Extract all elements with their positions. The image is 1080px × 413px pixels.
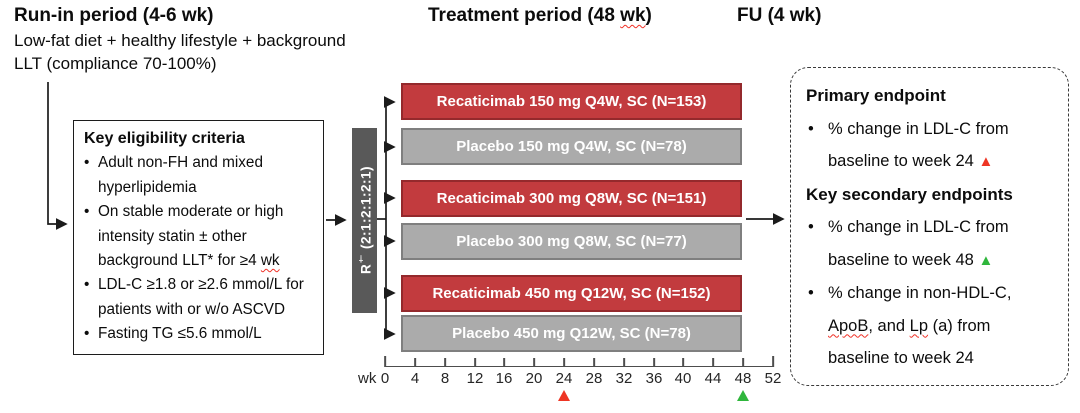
axis-tick bbox=[474, 358, 476, 367]
axis-tick bbox=[563, 358, 565, 367]
randomization-footnote-mark: † bbox=[355, 253, 366, 265]
eligibility-item-4: • Fasting TG ≤5.6 mmol/L bbox=[84, 322, 314, 346]
axis-tick-label: 28 bbox=[585, 370, 603, 387]
treatment-title-close: ) bbox=[645, 5, 652, 26]
axis-tick bbox=[503, 358, 505, 367]
arm-placebo-450-q12w: Placebo 450 mg Q12W, SC (N=78) bbox=[401, 315, 742, 352]
secondary-endpoint-marker-icon bbox=[737, 390, 749, 401]
axis-tick-label: 32 bbox=[615, 370, 633, 387]
axis-tick bbox=[682, 358, 684, 367]
axis-tick-label: 36 bbox=[645, 370, 663, 387]
eligibility-item-1: • Adult non-FH and mixed hyperlipidemia bbox=[84, 151, 314, 200]
axis-unit-label: wk bbox=[358, 370, 377, 387]
secondary-endpoint-item-2: • % change in non-HDL-C, ApoB, and Lp (a)… bbox=[806, 277, 1056, 375]
bullet-icon: • bbox=[808, 284, 814, 302]
secondary-endpoint-2-apob: ApoB bbox=[828, 316, 869, 335]
bullet-icon: • bbox=[84, 325, 90, 343]
primary-endpoint-marker-icon bbox=[558, 390, 570, 401]
secondary-endpoint-2-text-post: (a) from baseline to week 24 bbox=[828, 316, 991, 368]
followup-period-title: FU (4 wk) bbox=[737, 5, 822, 26]
arm-recaticimab-450-q12w: Recaticimab 450 mg Q12W, SC (N=152) bbox=[401, 275, 742, 312]
axis-tick bbox=[623, 358, 625, 367]
axis-tick bbox=[444, 358, 446, 367]
secondary-endpoint-item-1: • % change in LDL-C from baseline to week… bbox=[806, 211, 1056, 277]
treatment-title-wk: wk bbox=[620, 5, 646, 26]
axis-tick bbox=[533, 358, 535, 367]
eligibility-item-2-text: On stable moderate or high intensity sta… bbox=[98, 203, 284, 270]
randomization-bar: R† (2:1:2:1:2:1) bbox=[352, 128, 377, 313]
treatment-title-text: Treatment period (48 bbox=[428, 5, 621, 26]
bullet-icon: • bbox=[84, 203, 90, 221]
eligibility-item-3: • LDL-C ≥1.8 or ≥2.6 mmol/L for patients … bbox=[84, 273, 314, 322]
week-timeline-axis: wk 0 4 8 12 16 20 24 28 32 36 40 44 48 5… bbox=[358, 356, 781, 406]
axis-tick-label: 0 bbox=[380, 370, 390, 387]
eligibility-item-3-text: LDL-C ≥1.8 or ≥2.6 mmol/L for patients w… bbox=[98, 276, 304, 318]
randomization-r: R bbox=[358, 264, 374, 275]
axis-tick bbox=[712, 358, 714, 367]
randomization-ratio: (2:1:2:1:2:1) bbox=[358, 166, 374, 254]
arm-placebo-150-q4w: Placebo 150 mg Q4W, SC (N=78) bbox=[401, 128, 742, 165]
red-triangle-icon: ▲ bbox=[978, 153, 994, 170]
axis-tick-label: 4 bbox=[410, 370, 420, 387]
eligibility-item-2: • On stable moderate or high intensity st… bbox=[84, 200, 314, 273]
secondary-endpoint-2-lp: Lp bbox=[909, 316, 929, 335]
axis-tick-label: 12 bbox=[466, 370, 484, 387]
axis-tick-label: 48 bbox=[734, 370, 752, 387]
eligibility-item-4-text: Fasting TG ≤5.6 mmol/L bbox=[98, 325, 262, 343]
axis-tick bbox=[384, 356, 386, 367]
secondary-endpoint-1-text: % change in LDL-C from baseline to week … bbox=[828, 218, 1009, 269]
axis-tick-label: 20 bbox=[525, 370, 543, 387]
bullet-icon: • bbox=[808, 119, 814, 138]
axis-tick bbox=[772, 356, 774, 367]
randomization-label: R† (2:1:2:1:2:1) bbox=[356, 166, 374, 274]
axis-tick bbox=[742, 358, 744, 367]
eligibility-item-2-wk: wk bbox=[260, 252, 280, 270]
axis-tick bbox=[414, 358, 416, 367]
axis-tick bbox=[653, 358, 655, 367]
axis-tick bbox=[593, 358, 595, 367]
treatment-period-title: Treatment period (48 wk) bbox=[428, 5, 652, 27]
green-triangle-icon: ▲ bbox=[978, 251, 994, 269]
eligibility-title: Key eligibility criteria bbox=[84, 130, 245, 147]
axis-tick-label: 52 bbox=[764, 370, 782, 387]
arm-recaticimab-150-q4w: Recaticimab 150 mg Q4W, SC (N=153) bbox=[401, 83, 742, 120]
axis-tick-label: 8 bbox=[440, 370, 450, 387]
axis-tick-label: 24 bbox=[555, 370, 573, 387]
endpoints-box: Primary endpoint • % change in LDL-C from… bbox=[790, 67, 1069, 386]
runin-period-description: Low-fat diet + healthy lifestyle + backg… bbox=[14, 31, 346, 73]
arm-recaticimab-300-q8w: Recaticimab 300 mg Q8W, SC (N=151) bbox=[401, 180, 742, 217]
primary-endpoint-title: Primary endpoint bbox=[806, 86, 946, 105]
bullet-icon: • bbox=[84, 154, 90, 172]
axis-tick-label: 16 bbox=[495, 370, 513, 387]
axis-tick-label: 40 bbox=[674, 370, 692, 387]
runin-period-title: Run-in period (4-6 wk) bbox=[14, 5, 214, 26]
primary-endpoint-item: • % change in LDL-C from baseline to week… bbox=[806, 113, 1056, 179]
connector-runin-to-eligibility bbox=[47, 82, 68, 230]
bullet-icon: • bbox=[84, 276, 90, 294]
bullet-icon: • bbox=[808, 218, 814, 236]
arm-placebo-300-q8w: Placebo 300 mg Q8W, SC (N=77) bbox=[401, 223, 742, 260]
eligibility-item-1-text: Adult non-FH and mixed hyperlipidemia bbox=[98, 154, 263, 196]
axis-tick-label: 44 bbox=[704, 370, 722, 387]
secondary-endpoint-2-text-mid: , and bbox=[868, 316, 910, 335]
secondary-endpoints-title: Key secondary endpoints bbox=[806, 184, 1013, 204]
eligibility-criteria-box: Key eligibility criteria • Adult non-FH a… bbox=[73, 120, 324, 355]
primary-endpoint-text: % change in LDL-C from baseline to week … bbox=[828, 119, 1009, 171]
secondary-endpoint-2-text-pre: % change in non-HDL-C, bbox=[828, 284, 1012, 302]
